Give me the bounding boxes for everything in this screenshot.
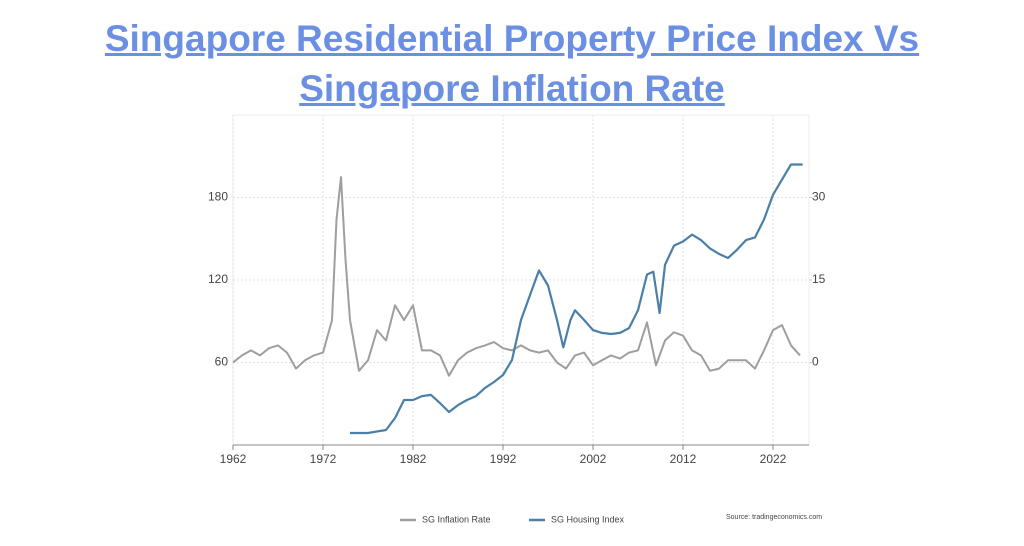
- y-tick-label: 180: [208, 190, 228, 204]
- x-tick-label: 1972: [310, 452, 337, 466]
- x-tick-label: 2022: [760, 452, 787, 466]
- legend-label: SG Housing Index: [551, 514, 625, 524]
- x-tick-label: 2002: [580, 452, 607, 466]
- x-tick-label: 1992: [490, 452, 517, 466]
- x-tick-label: 1962: [220, 452, 247, 466]
- legend-label: SG Inflation Rate: [422, 514, 491, 524]
- y2-tick-label: 15: [812, 272, 826, 286]
- y2-tick-label: 0: [812, 355, 819, 369]
- series-line: [350, 163, 803, 435]
- y-tick-label: 120: [208, 272, 228, 286]
- source: Source: tradingeconomics.com: [726, 514, 822, 521]
- y-tick-label: 60: [215, 355, 229, 369]
- x-tick-label: 2012: [670, 452, 697, 466]
- y2-tick-label: 30: [812, 190, 826, 204]
- x-tick-label: 1982: [400, 452, 427, 466]
- series-line: [232, 176, 801, 377]
- chart-title: Singapore Residential Property Price Ind…: [104, 18, 920, 109]
